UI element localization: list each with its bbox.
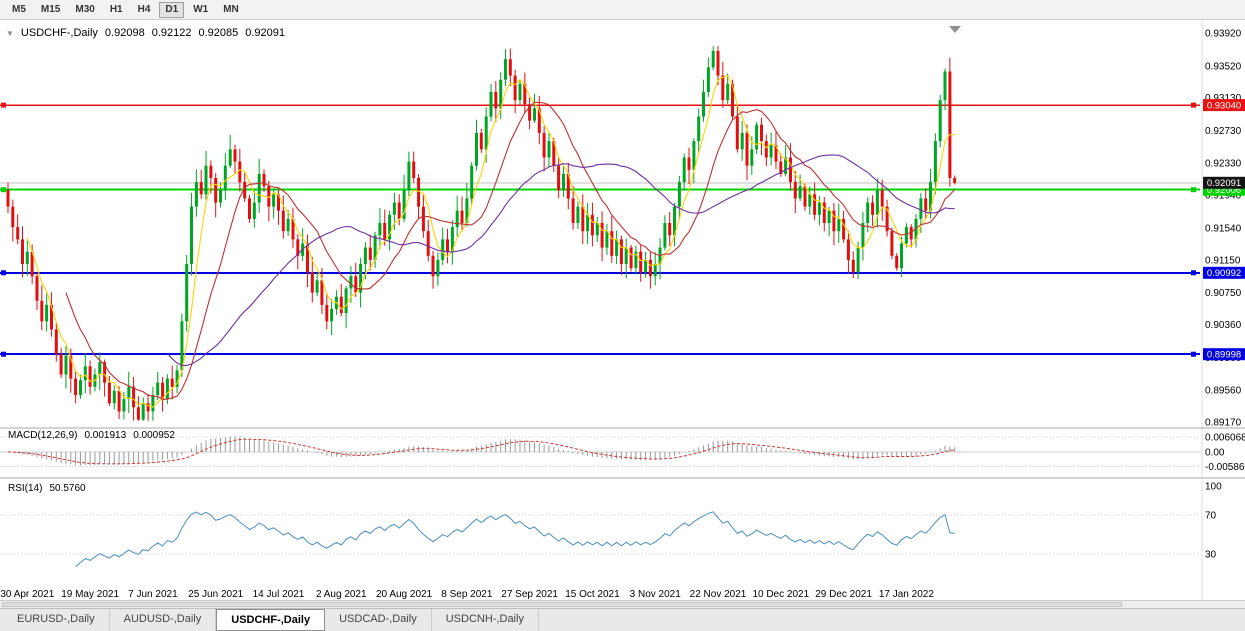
svg-text:0.93520: 0.93520 bbox=[1205, 61, 1242, 72]
macd-pane: 0.006068 0.00 -0.005869 bbox=[0, 433, 1245, 473]
chart-area: 0.006068 0.00 -0.005869 100 70 30 0.93920 0.935… bbox=[0, 20, 1245, 600]
svg-text:10 Dec 2021: 10 Dec 2021 bbox=[752, 589, 809, 600]
svg-text:-0.005869: -0.005869 bbox=[1205, 462, 1245, 473]
rsi-indicator-label: RSI(14) 50.5760 bbox=[8, 483, 86, 494]
svg-text:0.93920: 0.93920 bbox=[1205, 29, 1242, 40]
timeframe-button-w1[interactable]: W1 bbox=[193, 3, 209, 15]
macd-signal-value: 0.000952 bbox=[133, 430, 175, 441]
svg-text:0.92091: 0.92091 bbox=[1207, 178, 1241, 189]
svg-text:2 Aug 2021: 2 Aug 2021 bbox=[316, 589, 367, 600]
date-axis: 30 Apr 2021 19 May 2021 7 Jun 2021 25 Jun 2… bbox=[0, 589, 934, 600]
svg-text:30 Apr 2021: 30 Apr 2021 bbox=[0, 589, 54, 600]
chart-tab-usdchf-daily[interactable]: USDCHF-,Daily bbox=[216, 609, 326, 631]
price-chart[interactable]: 0.006068 0.00 -0.005869 100 70 30 0.93920 0.935… bbox=[0, 20, 1245, 600]
chart-tab-usdcnh-daily[interactable]: USDCNH-,Daily bbox=[432, 609, 539, 631]
timeframe-button-h1[interactable]: H1 bbox=[109, 3, 123, 15]
chart-title-overlay: ▼ USDCHF-,Daily 0.92098 0.92122 0.92085 … bbox=[6, 27, 285, 39]
chart-symbol-label: USDCHF-,Daily bbox=[20, 27, 98, 39]
svg-text:30: 30 bbox=[1205, 549, 1217, 560]
svg-text:15 Oct 2021: 15 Oct 2021 bbox=[565, 589, 620, 600]
macd-main-value: 0.001913 bbox=[84, 430, 127, 441]
svg-text:17 Jan 2022: 17 Jan 2022 bbox=[879, 589, 934, 600]
svg-text:0.91150: 0.91150 bbox=[1205, 255, 1241, 266]
timeframe-button-m15[interactable]: M15 bbox=[40, 3, 61, 15]
ohlc-close-value: 0.92091 bbox=[245, 27, 285, 39]
svg-text:70: 70 bbox=[1205, 511, 1217, 522]
svg-text:100: 100 bbox=[1205, 482, 1222, 493]
svg-text:0.00: 0.00 bbox=[1205, 448, 1225, 459]
ohlc-open-value: 0.92098 bbox=[104, 27, 145, 39]
candlestick-series bbox=[6, 46, 957, 421]
svg-text:0.89998: 0.89998 bbox=[1207, 349, 1241, 360]
price-axis: 0.93920 0.93520 0.93130 0.92730 0.92330 0.919… bbox=[1203, 29, 1245, 429]
svg-text:0.93130: 0.93130 bbox=[1205, 93, 1242, 104]
svg-text:29 Dec 2021: 29 Dec 2021 bbox=[815, 589, 872, 600]
svg-text:0.90360: 0.90360 bbox=[1205, 320, 1242, 331]
svg-text:22 Nov 2021: 22 Nov 2021 bbox=[690, 589, 747, 600]
ohlc-low-value: 0.92085 bbox=[198, 27, 239, 39]
macd-title-label: MACD(12,26,9) bbox=[8, 430, 78, 441]
svg-text:0.90750: 0.90750 bbox=[1205, 288, 1242, 299]
rsi-title-label: RSI(14) bbox=[8, 483, 43, 494]
chart-tab-eurusd-daily[interactable]: EURUSD-,Daily bbox=[3, 609, 110, 631]
svg-text:0.006068: 0.006068 bbox=[1205, 433, 1245, 444]
svg-text:3 Nov 2021: 3 Nov 2021 bbox=[630, 589, 682, 600]
svg-text:27 Sep 2021: 27 Sep 2021 bbox=[501, 589, 558, 600]
chart-tab-audusd-daily[interactable]: AUDUSD-,Daily bbox=[110, 609, 217, 631]
timeframe-button-m30[interactable]: M30 bbox=[75, 3, 95, 15]
svg-text:0.91540: 0.91540 bbox=[1205, 223, 1242, 234]
svg-text:0.89560: 0.89560 bbox=[1205, 386, 1242, 397]
timeframe-toolbar: M5 M15 M30 H1 H4 D1 W1 MN bbox=[0, 0, 1245, 20]
svg-text:19 May 2021: 19 May 2021 bbox=[61, 589, 119, 600]
chart-shift-marker-icon[interactable] bbox=[949, 26, 961, 33]
collapse-chart-icon[interactable]: ▼ bbox=[6, 28, 14, 38]
svg-text:0.93040: 0.93040 bbox=[1207, 100, 1241, 111]
svg-text:0.92730: 0.92730 bbox=[1205, 126, 1242, 137]
macd-indicator-label: MACD(12,26,9) 0.001913 0.000952 bbox=[8, 430, 175, 441]
horizontal-scrollbar[interactable] bbox=[0, 600, 1245, 608]
svg-text:0.92006: 0.92006 bbox=[1207, 185, 1241, 196]
rsi-value: 50.5760 bbox=[49, 483, 86, 494]
svg-text:0.91940: 0.91940 bbox=[1205, 191, 1242, 202]
timeframe-button-d1[interactable]: D1 bbox=[159, 1, 185, 18]
rsi-pane: 100 70 30 bbox=[0, 482, 1222, 568]
ohlc-high-value: 0.92122 bbox=[151, 27, 192, 39]
timeframe-button-mn[interactable]: MN bbox=[223, 3, 239, 15]
chart-tab-usdcad-daily[interactable]: USDCAD-,Daily bbox=[325, 609, 432, 631]
timeframe-button-m5[interactable]: M5 bbox=[12, 3, 26, 15]
pane-separators bbox=[0, 20, 1245, 600]
horizontal-level-lines[interactable] bbox=[0, 102, 1200, 357]
timeframe-button-h4[interactable]: H4 bbox=[137, 3, 151, 15]
svg-text:0.90992: 0.90992 bbox=[1207, 268, 1241, 279]
svg-text:0.92330: 0.92330 bbox=[1205, 159, 1242, 170]
svg-text:20 Aug 2021: 20 Aug 2021 bbox=[376, 589, 433, 600]
svg-text:14 Jul 2021: 14 Jul 2021 bbox=[253, 589, 305, 600]
svg-text:0.89170: 0.89170 bbox=[1205, 418, 1242, 429]
svg-text:7 Jun 2021: 7 Jun 2021 bbox=[128, 589, 178, 600]
svg-text:25 Jun 2021: 25 Jun 2021 bbox=[188, 589, 243, 600]
svg-text:8 Sep 2021: 8 Sep 2021 bbox=[441, 589, 493, 600]
scrollbar-thumb[interactable] bbox=[2, 602, 1122, 607]
chart-tab-bar: EURUSD-,Daily AUDUSD-,Daily USDCHF-,Daily U… bbox=[0, 608, 1245, 631]
moving-average-lines bbox=[26, 74, 956, 408]
